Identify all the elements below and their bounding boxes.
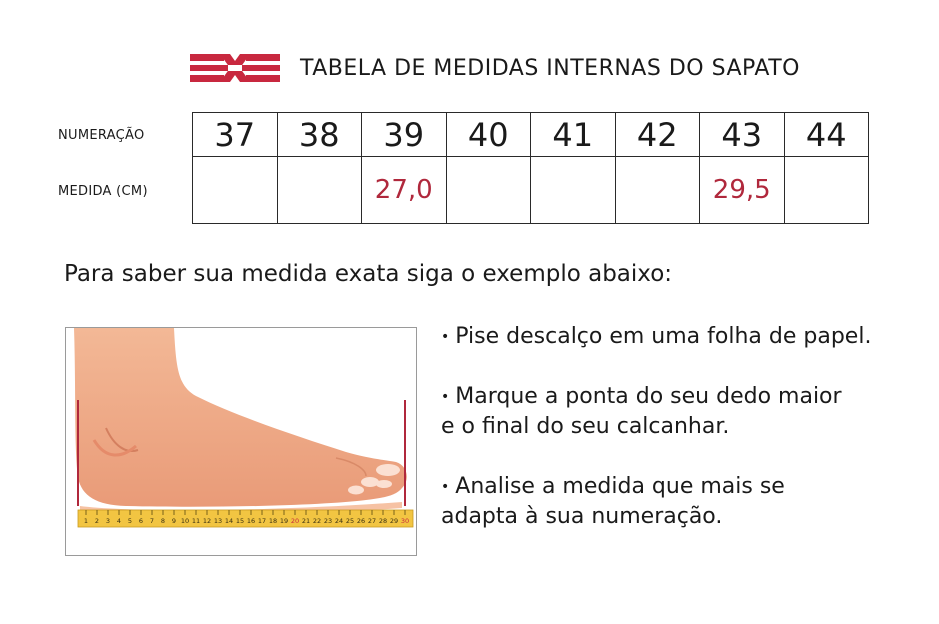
size-row-label: NUMERAÇÃO <box>58 128 145 143</box>
ruler-tick-label: 30 <box>401 517 409 525</box>
steps-list: • Pise descalço em uma folha de papel. • M… <box>441 322 911 562</box>
ruler-tick-label: 12 <box>203 517 211 525</box>
size-cell: 41 <box>530 112 616 157</box>
step-item: • Analise a medida que mais se adapta à s… <box>441 472 911 532</box>
step-item: • Pise descalço em uma folha de papel. <box>441 322 911 352</box>
size-cell: 38 <box>276 112 362 157</box>
step-item: • Marque a ponta do seu dedo maior e o fi… <box>441 382 911 442</box>
foot-on-ruler-icon: 1 2 3 4 5 6 7 8 9 10 11 12 13 14 15 16 17 18 19 20 21 22 23 24 2… <box>74 328 414 528</box>
ruler-tick-label: 21 <box>302 517 310 525</box>
step-text: adapta à sua numeração. <box>441 504 723 529</box>
ruler-tick-label: 11 <box>192 517 200 525</box>
ruler-tick-label: 16 <box>247 517 255 525</box>
measure-row-label: MEDIDA (CM) <box>58 184 148 199</box>
size-table: 37 38 39 40 41 42 43 44 27,0 29,5 <box>192 112 869 224</box>
ruler-tick-label: 25 <box>346 517 354 525</box>
ruler-tick-label: 1 <box>84 517 88 525</box>
step-text: Marque a ponta do seu dedo maior <box>455 384 842 409</box>
measure-cell <box>192 156 278 224</box>
ruler-tick-label: 18 <box>269 517 277 525</box>
bullet-icon: • <box>441 329 450 345</box>
ruler-tick-label: 29 <box>390 517 398 525</box>
ruler-tick-label: 17 <box>258 517 266 525</box>
ruler-tick-label: 20 <box>291 517 299 525</box>
measure-cell: 29,5 <box>699 156 785 224</box>
ruler-tick-label: 19 <box>280 517 288 525</box>
ruler-tick-label: 3 <box>106 517 110 525</box>
ruler-tick-label: 10 <box>181 517 189 525</box>
bullet-icon: • <box>441 389 450 405</box>
size-cell: 37 <box>192 112 278 157</box>
page-title: TABELA DE MEDIDAS INTERNAS DO SAPATO <box>300 56 800 81</box>
foot-illustration: 1 2 3 4 5 6 7 8 9 10 11 12 13 14 15 16 17 18 19 20 21 22 23 24 2… <box>65 327 417 556</box>
measure-cell <box>530 156 616 224</box>
step-text: e o final do seu calcanhar. <box>441 414 730 439</box>
measure-cell <box>614 156 700 224</box>
ruler-tick-label: 27 <box>368 517 376 525</box>
size-cell: 44 <box>783 112 869 157</box>
measure-cell <box>783 156 869 224</box>
ruler-tick-label: 7 <box>150 517 154 525</box>
measure-row: 27,0 29,5 <box>192 156 869 224</box>
measure-cell <box>276 156 362 224</box>
ruler-tick-label: 13 <box>214 517 222 525</box>
ruler-tick-label: 5 <box>128 517 132 525</box>
size-row: 37 38 39 40 41 42 43 44 <box>192 112 869 157</box>
ruler-tick-label: 4 <box>117 517 121 525</box>
ruler-tick-label: 28 <box>379 517 387 525</box>
ruler-tick-label: 14 <box>225 517 233 525</box>
ruler-tick-label: 22 <box>313 517 321 525</box>
ruler-tick-label: 24 <box>335 517 343 525</box>
ruler-tick-label: 9 <box>172 517 176 525</box>
size-cell: 40 <box>445 112 531 157</box>
size-cell: 39 <box>361 112 447 157</box>
crossed-stripes-logo-icon <box>190 54 280 82</box>
bullet-icon: • <box>441 479 450 495</box>
size-cell: 42 <box>614 112 700 157</box>
ruler-tick-label: 8 <box>161 517 165 525</box>
ruler-tick-label: 6 <box>139 517 143 525</box>
size-cell: 43 <box>699 112 785 157</box>
measure-cell: 27,0 <box>361 156 447 224</box>
step-text: Pise descalço em uma folha de papel. <box>455 324 872 349</box>
ruler-tick-label: 26 <box>357 517 365 525</box>
instruction-text: Para saber sua medida exata siga o exemp… <box>64 261 673 287</box>
ruler-tick-label: 15 <box>236 517 244 525</box>
measure-cell <box>445 156 531 224</box>
ruler-tick-label: 2 <box>95 517 99 525</box>
step-text: Analise a medida que mais se <box>455 474 785 499</box>
ruler-tick-label: 23 <box>324 517 332 525</box>
